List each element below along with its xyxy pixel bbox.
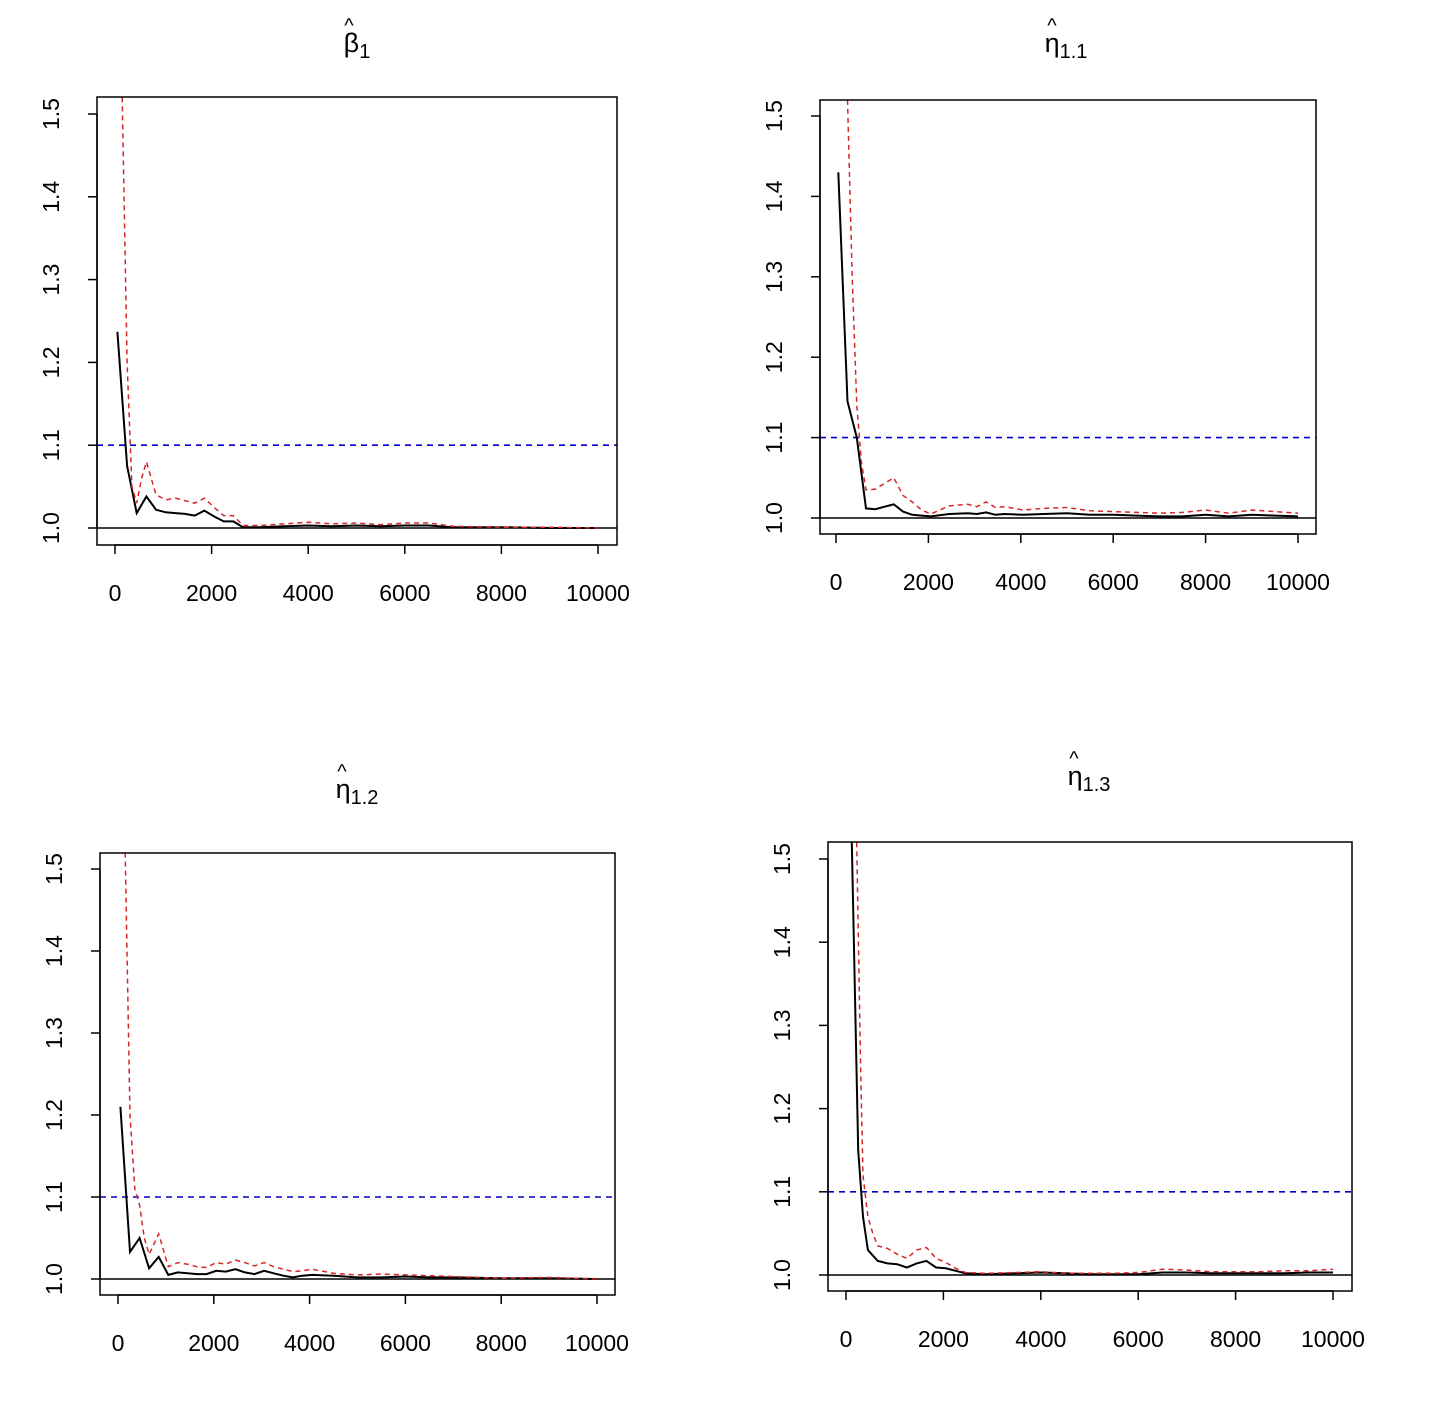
title-hat: ^ <box>1047 15 1057 37</box>
x-tick-label: 6000 <box>380 1330 431 1356</box>
x-tick-label: 0 <box>112 1330 125 1356</box>
y-tick-label: 1.0 <box>38 512 64 544</box>
series-line-solid <box>850 842 1333 1276</box>
x-tick-label: 4000 <box>283 580 334 606</box>
plot-frame <box>819 99 1317 535</box>
x-tick-label: 6000 <box>1113 1326 1164 1352</box>
y-tick-label: 1.4 <box>38 181 64 213</box>
x-tick-label: 6000 <box>379 580 430 606</box>
plot-frame <box>96 96 618 546</box>
title-hat: ^ <box>1069 748 1079 770</box>
series-line-dashed <box>846 100 1299 515</box>
x-tick-label: 0 <box>109 580 122 606</box>
series-line-solid <box>119 1106 598 1280</box>
series-line-dashed <box>855 842 1334 1275</box>
x-tick-label: 2000 <box>903 569 954 595</box>
panel-title: η1.3 <box>1068 761 1111 796</box>
y-tick-label: 1.5 <box>761 100 787 132</box>
y-tick-label: 1.1 <box>41 1181 67 1213</box>
x-tick-label: 10000 <box>1266 569 1330 595</box>
panel-eta-1-3: η1.3 ^ 0 2000 4000 6000 8000 10000 1.0 1.1 1.2 1.… <box>769 748 1365 1352</box>
x-tick-label: 2000 <box>188 1330 239 1356</box>
series-line-solid <box>116 331 598 529</box>
panel-beta-1: β1 ^ 0 2000 4000 6000 8000 10000 1.0 1.1 1.2 1.3 1… <box>38 15 630 606</box>
x-tick-label: 2000 <box>918 1326 969 1352</box>
y-tick-label: 1.1 <box>38 429 64 461</box>
y-tick-label: 1.1 <box>761 422 787 454</box>
series-line-dashed <box>124 853 598 1280</box>
y-tick-label: 1.3 <box>769 1009 795 1041</box>
panel-eta-1-1: η1.1 ^ 0 2000 4000 6000 8000 10000 1.0 1.1 1.2 1.… <box>761 15 1330 595</box>
y-tick-label: 1.3 <box>41 1017 67 1049</box>
y-tick-label: 1.2 <box>769 1093 795 1125</box>
y-tick-label: 1.5 <box>41 853 67 885</box>
y-tick-label: 1.3 <box>761 261 787 293</box>
x-tick-label: 10000 <box>1301 1326 1365 1352</box>
y-tick-label: 1.2 <box>761 341 787 373</box>
panel-title: η1.2 <box>336 774 379 809</box>
x-tick-label: 8000 <box>476 580 527 606</box>
y-tick-label: 1.2 <box>41 1099 67 1131</box>
x-tick-label: 6000 <box>1088 569 1139 595</box>
y-tick-label: 1.4 <box>769 926 795 958</box>
y-tick-label: 1.5 <box>769 843 795 875</box>
series-line-solid <box>837 172 1299 518</box>
plot-frame <box>827 841 1353 1292</box>
panel-title: β1 <box>344 28 371 63</box>
x-tick-label: 8000 <box>1210 1326 1261 1352</box>
x-tick-label: 2000 <box>186 580 237 606</box>
y-tick-label: 1.3 <box>38 264 64 296</box>
x-tick-label: 0 <box>830 569 843 595</box>
x-tick-label: 4000 <box>284 1330 335 1356</box>
panel-eta-1-2: η1.2 ^ 0 2000 4000 6000 8000 10000 1.0 1.1 1.2 1.… <box>41 761 629 1356</box>
x-tick-label: 0 <box>840 1326 853 1352</box>
series-line-dashed <box>121 97 599 529</box>
y-tick-label: 1.5 <box>38 98 64 130</box>
plot-frame <box>99 852 616 1296</box>
x-tick-label: 4000 <box>1015 1326 1066 1352</box>
x-tick-label: 8000 <box>1180 569 1231 595</box>
x-tick-label: 10000 <box>566 580 630 606</box>
x-tick-label: 4000 <box>995 569 1046 595</box>
y-tick-label: 1.4 <box>761 180 787 212</box>
title-hat: ^ <box>344 15 354 37</box>
title-hat: ^ <box>337 761 347 783</box>
y-tick-label: 1.4 <box>41 935 67 967</box>
x-tick-label: 10000 <box>565 1330 629 1356</box>
y-tick-label: 1.1 <box>769 1176 795 1208</box>
y-tick-label: 1.0 <box>761 502 787 534</box>
y-tick-label: 1.2 <box>38 346 64 378</box>
y-tick-label: 1.0 <box>769 1259 795 1291</box>
y-tick-label: 1.0 <box>41 1263 67 1295</box>
panel-title: η1.1 <box>1045 28 1088 63</box>
x-tick-label: 8000 <box>476 1330 527 1356</box>
